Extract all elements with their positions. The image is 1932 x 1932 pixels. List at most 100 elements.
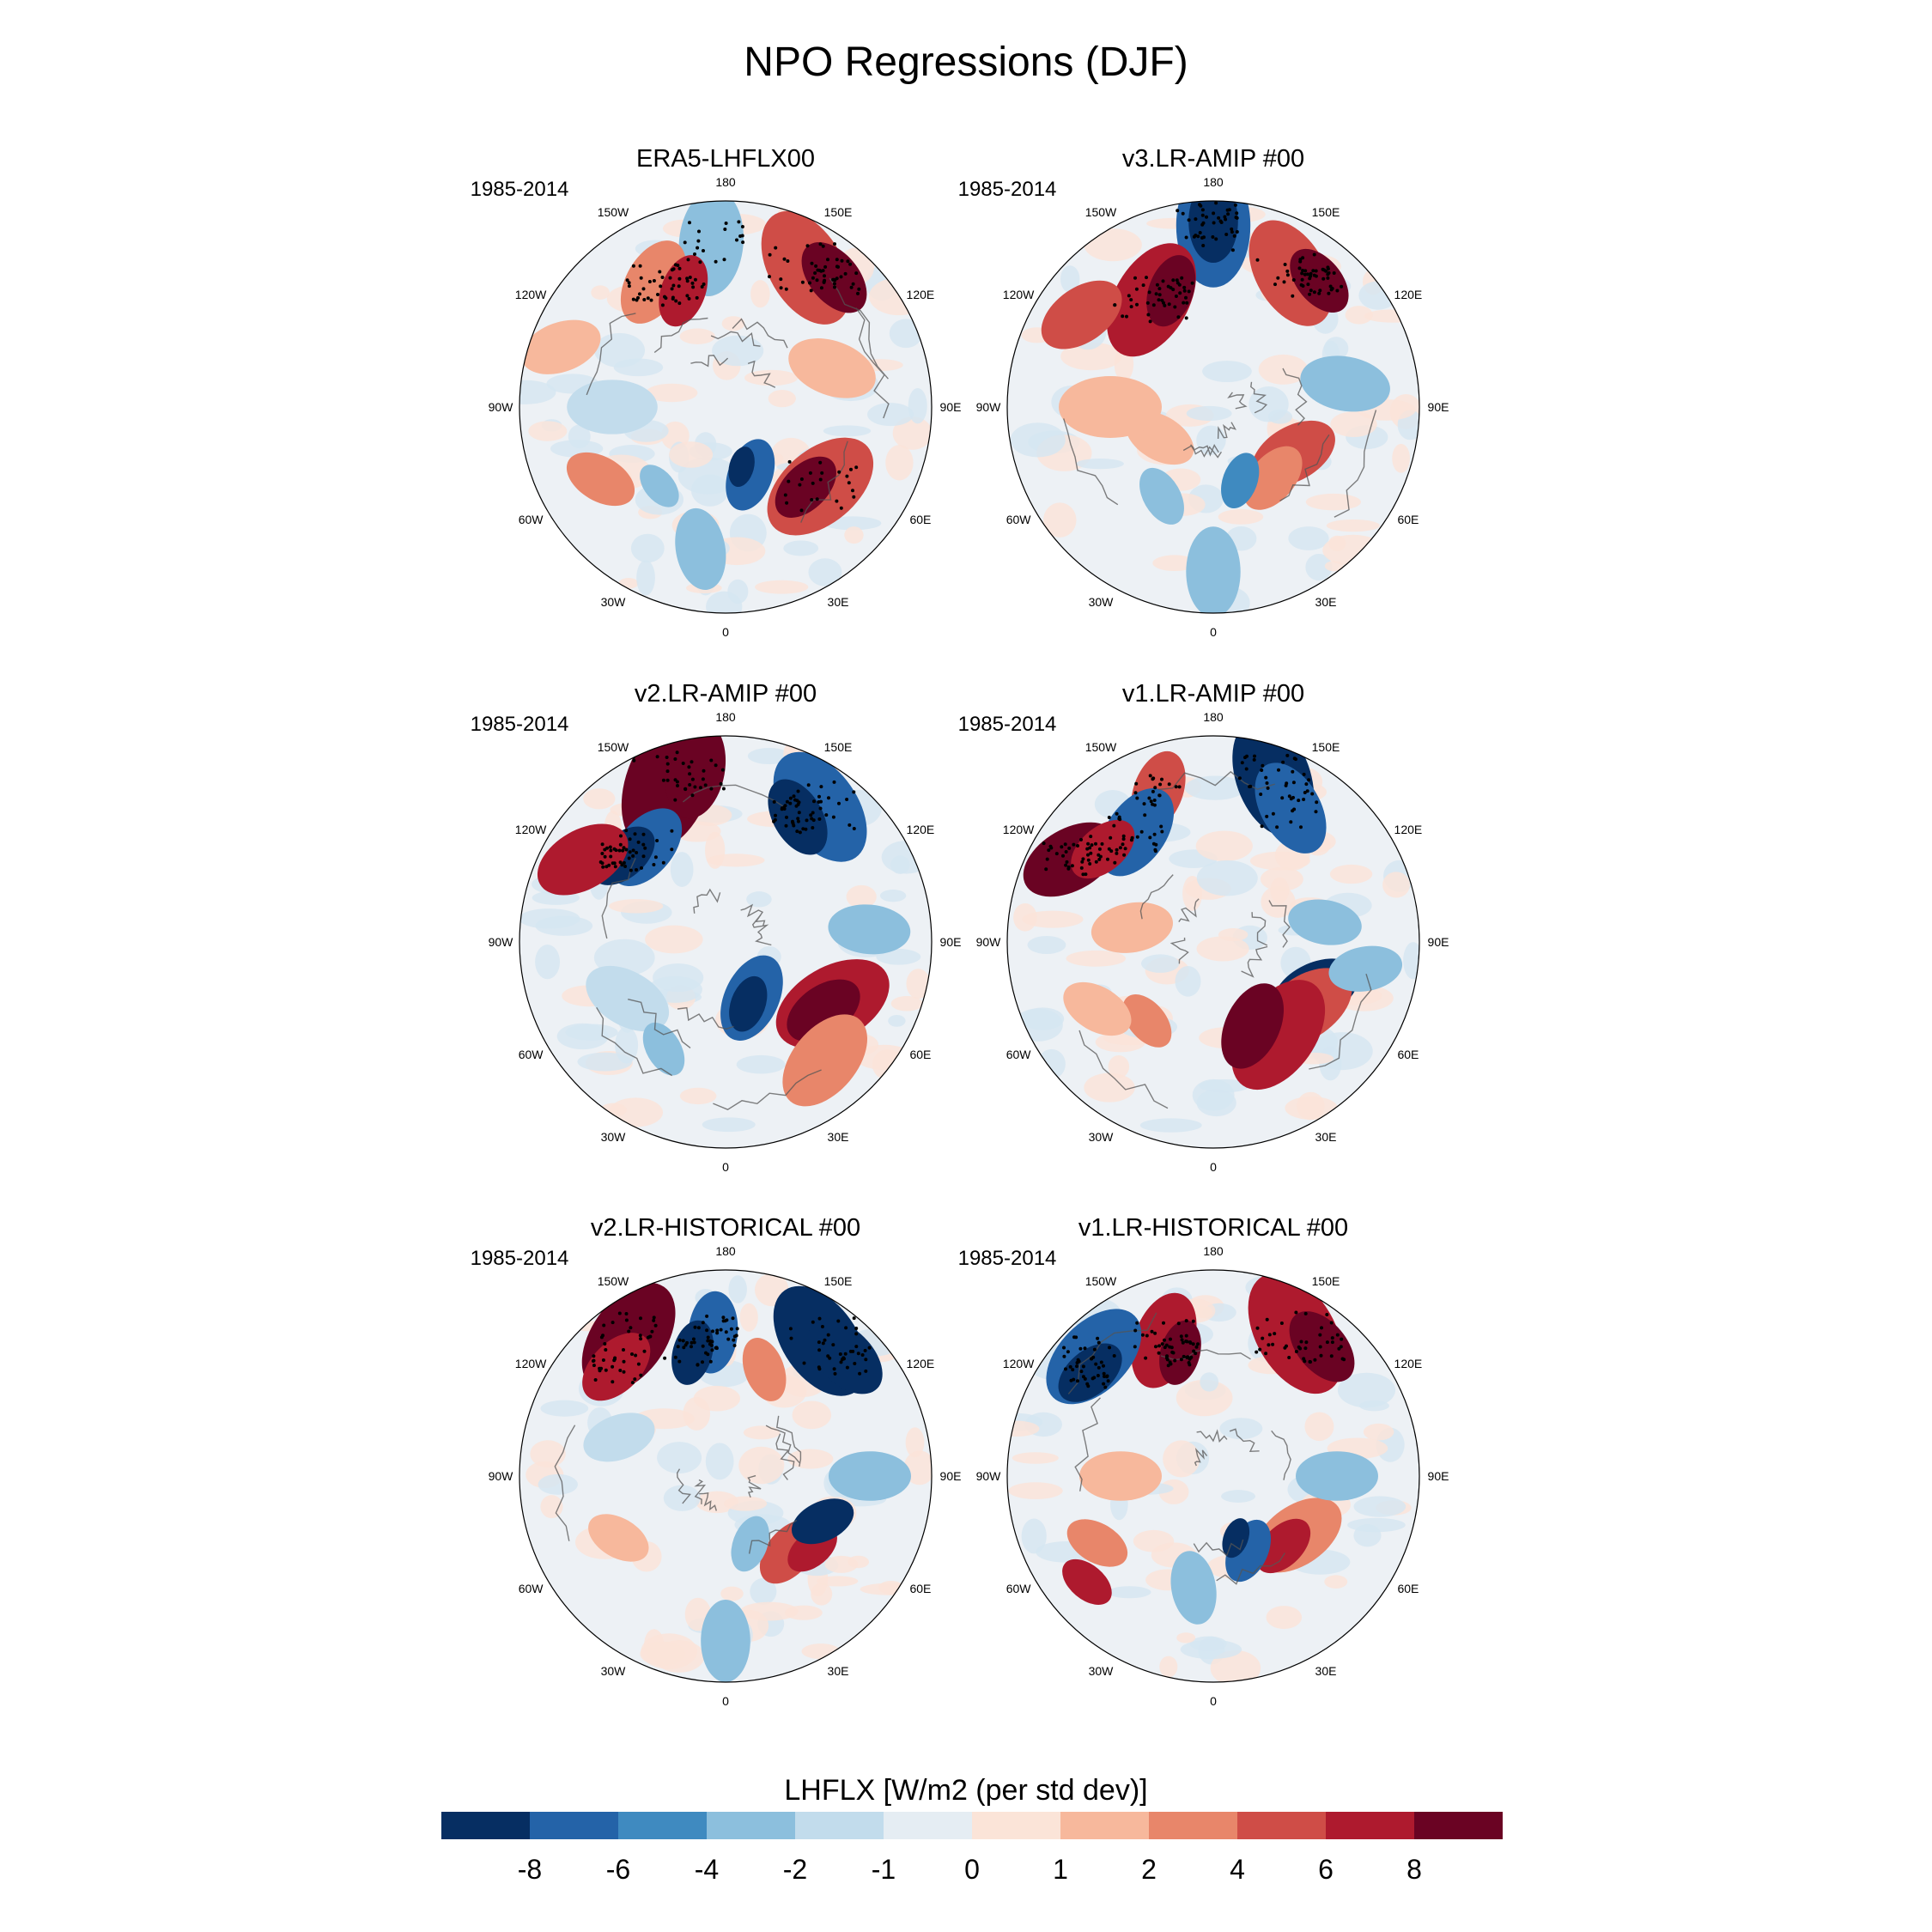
colorbar-swatch xyxy=(1060,1812,1149,1839)
panel-period: 1985-2014 xyxy=(471,1247,569,1270)
longitude-label: 60W xyxy=(1006,513,1032,526)
longitude-label: 60E xyxy=(909,1582,931,1595)
longitude-label: 60E xyxy=(909,513,931,526)
colorbar-tick-label: -8 xyxy=(518,1854,542,1885)
longitude-label: 150W xyxy=(598,205,629,219)
longitude-label: 150E xyxy=(1312,205,1340,219)
panel-era5-lhflx00: ERA5-LHFLX00 1985-2014 180 150E 120E 90E 60E 30… xyxy=(471,145,962,639)
longitude-label: 180 xyxy=(1203,710,1224,724)
longitude-label: 150E xyxy=(824,1274,853,1288)
longitude-label: 60E xyxy=(1397,513,1419,526)
longitude-label: 90E xyxy=(940,1469,962,1483)
panel-field xyxy=(519,736,932,1148)
longitude-label: 150W xyxy=(1085,740,1117,754)
longitude-label: 90W xyxy=(489,935,514,949)
longitude-label: 120E xyxy=(907,823,935,836)
longitude-label: 30W xyxy=(1089,1664,1115,1678)
longitude-label: 60E xyxy=(1397,1048,1419,1061)
longitude-label: 60W xyxy=(519,513,544,526)
colorbar-swatch xyxy=(1326,1812,1414,1839)
longitude-label: 120W xyxy=(515,288,547,301)
longitude-label: 180 xyxy=(715,710,736,724)
longitude-label: 0 xyxy=(1210,1160,1217,1174)
colorbar-tick-label: 0 xyxy=(964,1854,980,1885)
longitude-label: 60E xyxy=(1397,1582,1419,1595)
longitude-label: 30E xyxy=(1315,1664,1337,1678)
colorbar-tick-label: -1 xyxy=(872,1854,896,1885)
colorbar-tick-label: 1 xyxy=(1053,1854,1068,1885)
longitude-label: 120W xyxy=(1003,823,1035,836)
panel-border xyxy=(1006,200,1420,614)
panel-title: v2.LR-HISTORICAL #00 xyxy=(591,1214,860,1242)
colorbar-swatch xyxy=(795,1812,884,1839)
panel-field xyxy=(519,201,932,613)
colorbar-swatches xyxy=(441,1812,1503,1839)
colorbar-tick-label: -4 xyxy=(695,1854,719,1885)
panel-border xyxy=(519,200,933,614)
colorbar-swatch xyxy=(441,1812,530,1839)
longitude-label: 90E xyxy=(940,400,962,414)
panel-v1-lr-historical-00: v1.LR-HISTORICAL #00 1985-2014 180 150E 120E… xyxy=(958,1214,1449,1708)
colorbar-swatch xyxy=(707,1812,795,1839)
panel-v2-lr-amip-00: v2.LR-AMIP #00 1985-2014 180 150E 120E 90E 60E… xyxy=(471,680,962,1174)
longitude-label: 150W xyxy=(598,740,629,754)
longitude-label: 120W xyxy=(1003,288,1035,301)
figure-title: NPO Regressions (DJF) xyxy=(744,39,1188,85)
longitude-label: 30W xyxy=(1089,595,1115,609)
longitude-label: 150E xyxy=(1312,740,1340,754)
panel-v1-lr-amip-00: v1.LR-AMIP #00 1985-2014 180 150E 120E 90E 60E… xyxy=(958,680,1449,1174)
longitude-label: 150E xyxy=(824,205,853,219)
colorbar-swatch xyxy=(972,1812,1060,1839)
longitude-label: 90E xyxy=(1428,400,1449,414)
longitude-label: 180 xyxy=(715,1244,736,1258)
longitude-label: 90W xyxy=(489,1469,514,1483)
longitude-label: 90W xyxy=(976,935,1002,949)
colorbar-tick-label: 8 xyxy=(1406,1854,1422,1885)
longitude-label: 60W xyxy=(1006,1582,1032,1595)
longitude-label: 0 xyxy=(1210,1694,1217,1708)
longitude-label: 120W xyxy=(515,1357,547,1370)
panel-field xyxy=(519,1270,932,1682)
panel-border xyxy=(1006,735,1420,1149)
panels-grid: ERA5-LHFLX00 1985-2014 180 150E 120E 90E 60E 30… xyxy=(471,145,1449,1708)
longitude-label: 90W xyxy=(976,400,1002,414)
longitude-label: 30E xyxy=(828,1664,849,1678)
panel-period: 1985-2014 xyxy=(958,178,1057,201)
panel-title: ERA5-LHFLX00 xyxy=(636,145,815,173)
panel-v3-lr-amip-00: v3.LR-AMIP #00 1985-2014 180 150E 120E 90E 60E… xyxy=(958,145,1449,639)
panel-field xyxy=(1007,736,1419,1148)
colorbar-tick-label: 2 xyxy=(1141,1854,1157,1885)
longitude-label: 90W xyxy=(976,1469,1002,1483)
longitude-label: 150W xyxy=(598,1274,629,1288)
longitude-label: 180 xyxy=(1203,1244,1224,1258)
panel-period: 1985-2014 xyxy=(958,1247,1057,1270)
panel-title: v1.LR-AMIP #00 xyxy=(1122,680,1304,708)
longitude-label: 30E xyxy=(828,595,849,609)
longitude-label: 90E xyxy=(940,935,962,949)
longitude-label: 120W xyxy=(1003,1357,1035,1370)
panel-period: 1985-2014 xyxy=(471,713,569,736)
longitude-label: 120E xyxy=(907,1357,935,1370)
colorbar-title: LHFLX [W/m2 (per std dev)] xyxy=(784,1774,1147,1807)
longitude-label: 0 xyxy=(1210,625,1217,639)
colorbar-tick-label: 4 xyxy=(1230,1854,1245,1885)
longitude-label: 120E xyxy=(1394,1357,1423,1370)
longitude-label: 0 xyxy=(722,1160,729,1174)
panel-title: v2.LR-AMIP #00 xyxy=(635,680,817,708)
colorbar-tick-label: -2 xyxy=(783,1854,807,1885)
longitude-label: 30W xyxy=(601,1664,627,1678)
longitude-label: 120E xyxy=(1394,823,1423,836)
colorbar-swatch xyxy=(530,1812,618,1839)
longitude-label: 180 xyxy=(1203,175,1224,189)
panel-title: v1.LR-HISTORICAL #00 xyxy=(1078,1214,1348,1242)
longitude-label: 30W xyxy=(601,1130,627,1144)
panel-period: 1985-2014 xyxy=(471,178,569,201)
longitude-label: 90W xyxy=(489,400,514,414)
longitude-label: 150W xyxy=(1085,1274,1117,1288)
longitude-label: 30E xyxy=(1315,1130,1337,1144)
panel-field xyxy=(1007,201,1419,613)
longitude-label: 90E xyxy=(1428,1469,1449,1483)
longitude-label: 60W xyxy=(519,1582,544,1595)
longitude-label: 0 xyxy=(722,1694,729,1708)
